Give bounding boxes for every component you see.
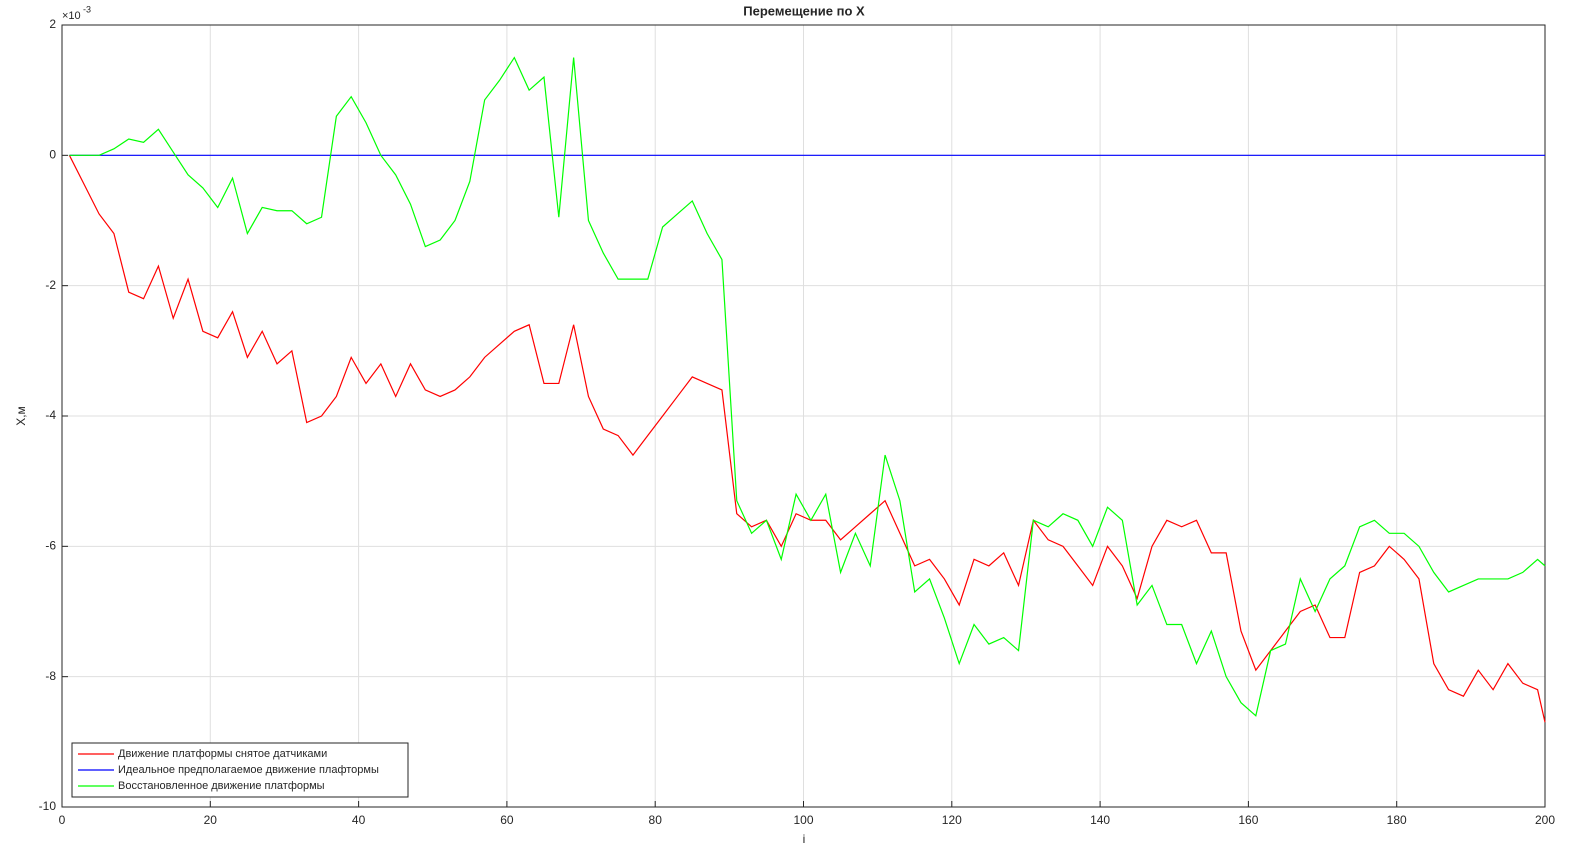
y-tick-label: 2 [49, 17, 56, 31]
y-tick-label: 0 [49, 148, 56, 162]
x-tick-label: 200 [1535, 813, 1555, 827]
x-tick-label: 0 [59, 813, 66, 827]
x-tick-label: 180 [1387, 813, 1407, 827]
legend-label: Восстановленное движение платформы [118, 780, 325, 792]
x-tick-label: 100 [793, 813, 813, 827]
x-tick-label: 60 [500, 813, 514, 827]
y-tick-label: -8 [45, 669, 56, 683]
y-tick-label: -10 [39, 799, 57, 813]
y-tick-label: -4 [45, 408, 56, 422]
axes-box [61, 24, 1546, 808]
legend-label: Идеальное предполагаемое движение плафто… [118, 764, 379, 776]
x-tick-label: 80 [649, 813, 663, 827]
x-tick-label: 40 [352, 813, 366, 827]
legend-box [71, 742, 409, 798]
x-tick-label: 120 [942, 813, 962, 827]
y-axis-label: X,м [14, 406, 28, 426]
x-tick-label: 140 [1090, 813, 1110, 827]
y-multiplier-exponent: -3 [83, 4, 91, 14]
y-tick-label: -6 [45, 539, 56, 553]
legend: Движение платформы снятое датчиками Идеал… [71, 742, 409, 798]
series-line [69, 56, 1546, 717]
y-tick-label: -2 [45, 278, 56, 292]
chart-title: Перемещение по X [743, 3, 865, 18]
x-tick-label: 160 [1238, 813, 1258, 827]
x-tick-label: 20 [204, 813, 218, 827]
x-axis-label: i [803, 832, 806, 846]
legend-label: Движение платформы снятое датчиками [118, 748, 327, 760]
y-multiplier-base: ×10 [62, 10, 81, 22]
